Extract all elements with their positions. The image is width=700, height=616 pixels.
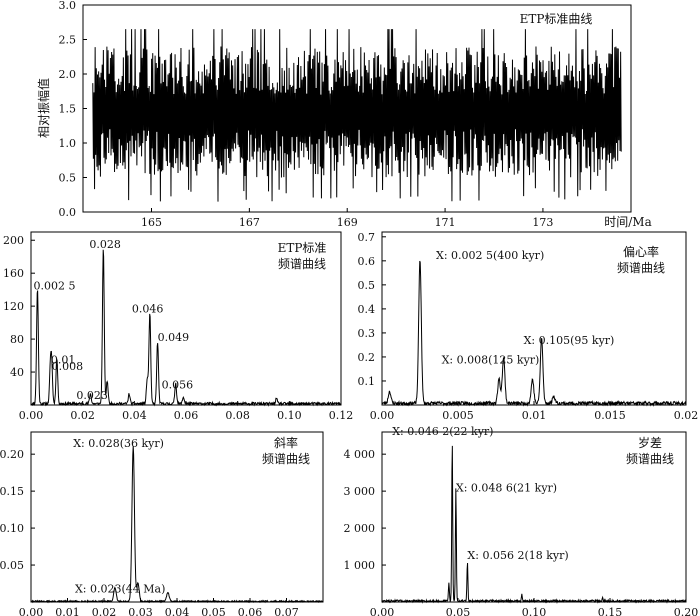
etp-ytick-label: 1.0 — [59, 137, 77, 150]
eccentricity-line — [381, 260, 687, 407]
p1-xtick-label: 0.10 — [277, 409, 302, 422]
p1-xtick-label: 0.08 — [225, 409, 250, 422]
p2-peak-label: X: 0.008(125 kyr) — [442, 353, 540, 366]
p3-xtick-label: 0.02 — [92, 606, 117, 616]
etp-spectrum-panel: 0.00 0.02 0.04 0.06 0.08 0.10 0.12 40 80 120 160 2… — [3, 231, 354, 422]
p4-xtick-label: 0.10 — [522, 606, 547, 616]
eccentricity-title-line1: 偏心率 — [623, 244, 659, 259]
etp-xtick-label: 171 — [435, 216, 456, 229]
etp-title: ETP标准曲线 — [520, 12, 593, 26]
eccentricity-panel: 0.00 0.005 0.01 0.015 0.02 0.1 0.2 0.3 0.4 0.5 0.… — [358, 231, 699, 422]
p3-peak-label: X: 0.023(44 Ma) — [75, 583, 165, 596]
etp-ytick-label: 0.5 — [59, 172, 77, 185]
etp-spectrum-title-line1: ETP标准 — [278, 241, 327, 255]
p2-peak-label: X: 0.002 5(400 kyr) — [436, 249, 544, 262]
precession-panel: 0.00 0.05 0.10 0.15 0.20 1 000 2 000 3 000 4 00… — [344, 425, 699, 616]
p4-xtick-label: 0.20 — [674, 606, 699, 616]
p2-xtick-label: 0.01 — [522, 409, 547, 422]
eccentricity-title-line2: 频谱曲线 — [617, 261, 665, 275]
precession-title-line2: 频谱曲线 — [626, 452, 674, 466]
p4-ytick-label: 2 000 — [344, 522, 376, 535]
etp-ytick-label: 1.5 — [59, 103, 77, 116]
p1-ytick-label: 160 — [3, 267, 24, 280]
p3-ytick-label: 0.05 — [0, 559, 24, 572]
p4-ytick-label: 1 000 — [344, 559, 376, 572]
p2-xtick-label: 0.005 — [442, 409, 474, 422]
p2-xtick-label: 0.015 — [594, 409, 626, 422]
p3-xtick-label: 0.00 — [19, 606, 44, 616]
p3-xtick-label: 0.07 — [274, 606, 299, 616]
p3-xtick-label: 0.04 — [165, 606, 190, 616]
p2-ytick-label: 0.7 — [358, 231, 376, 244]
p2-ytick-label: 0.2 — [358, 351, 376, 364]
p2-ytick-label: 0.6 — [358, 255, 376, 268]
etp-xtick-label: 167 — [239, 216, 260, 229]
p2-peak-label: X: 0.105(95 kyr) — [524, 334, 615, 347]
p1-xtick-label: 0.06 — [174, 409, 199, 422]
etp-xlabel: 时间/Ma — [604, 215, 652, 229]
obliquity-line — [30, 446, 324, 604]
p1-peak-label: 0.008 — [52, 360, 84, 373]
p4-xtick-label: 0.15 — [598, 606, 623, 616]
p3-peak-label: X: 0.028(36 kyr) — [73, 437, 164, 450]
p2-ytick-label: 0.5 — [358, 279, 376, 292]
p2-ytick-label: 0.4 — [358, 303, 376, 316]
precession-line — [381, 445, 687, 604]
p3-ytick-label: 0.10 — [0, 522, 24, 535]
p1-peak-label: 0.056 — [162, 378, 194, 391]
p1-peak-label: 0.049 — [158, 331, 190, 344]
p4-ytick-label: 4 000 — [344, 448, 376, 461]
p4-xtick-label: 0.05 — [446, 606, 471, 616]
p1-peak-label: 0.023 — [76, 389, 108, 402]
p1-peak-label: 0.01 — [51, 354, 75, 367]
etp-ylabel: 相对振幅值 — [36, 78, 51, 138]
p1-xtick-label: 0.02 — [70, 409, 95, 422]
obliquity-title-line2: 频谱曲线 — [262, 452, 310, 466]
etp-panel: 165 167 169 171 173 0.0 0.5 1.0 1.5 2.0 2.5 3.0 ET… — [36, 0, 652, 229]
p1-ytick-label: 120 — [3, 300, 24, 313]
p4-peak-label: X: 0.048 6(21 kyr) — [456, 481, 557, 494]
p3-xtick-label: 0.03 — [128, 606, 153, 616]
p2-ytick-label: 0.3 — [358, 327, 376, 340]
p3-xtick-label: 0.01 — [55, 606, 80, 616]
etp-spectrum-title-line2: 频谱曲线 — [278, 257, 326, 271]
etp-series-line — [92, 29, 622, 202]
p1-ytick-label: 200 — [3, 234, 24, 247]
p4-peak-label: X: 0.056 2(18 kyr) — [467, 549, 568, 562]
obliquity-title-line1: 斜率 — [274, 435, 298, 450]
p1-xtick-label: 0.04 — [122, 409, 147, 422]
etp-xtick-label: 169 — [337, 216, 358, 229]
p4-xtick-label: 0.00 — [370, 606, 395, 616]
p1-xtick-label: 0.12 — [329, 409, 354, 422]
p3-ytick-label: 0.20 — [0, 448, 24, 461]
p1-peak-label: 0.046 — [132, 302, 164, 315]
p2-xtick-label: 0.02 — [674, 409, 699, 422]
etp-ytick-label: 0.0 — [59, 206, 77, 219]
p3-xtick-label: 0.06 — [238, 606, 263, 616]
p4-peak-label: X: 0.046 2(22 kyr) — [392, 425, 493, 438]
etp-ytick-label: 2.0 — [59, 68, 77, 81]
etp-xtick-label: 165 — [141, 216, 162, 229]
p3-ytick-label: 0.15 — [0, 485, 24, 498]
p2-xtick-label: 0.00 — [370, 409, 395, 422]
p1-peak-label: 0.002 5 — [33, 280, 75, 293]
etp-xtick-label: 173 — [532, 216, 553, 229]
p1-ytick-label: 80 — [10, 333, 24, 346]
p3-xtick-label: 0.05 — [201, 606, 226, 616]
p1-peak-label: 0.028 — [89, 238, 121, 251]
p1-ytick-label: 40 — [10, 366, 24, 379]
p1-xtick-label: 0.00 — [19, 409, 44, 422]
p4-ytick-label: 3 000 — [344, 485, 376, 498]
etp-ytick-label: 2.5 — [59, 34, 77, 47]
etp-spectrum-line — [30, 249, 342, 407]
precession-title-line1: 岁差 — [638, 435, 662, 450]
p2-ytick-label: 0.1 — [358, 375, 376, 388]
etp-ytick-label: 3.0 — [59, 0, 77, 12]
obliquity-panel: 0.00 0.01 0.02 0.03 0.04 0.05 0.06 0.07 0.05 0.1… — [0, 431, 324, 616]
